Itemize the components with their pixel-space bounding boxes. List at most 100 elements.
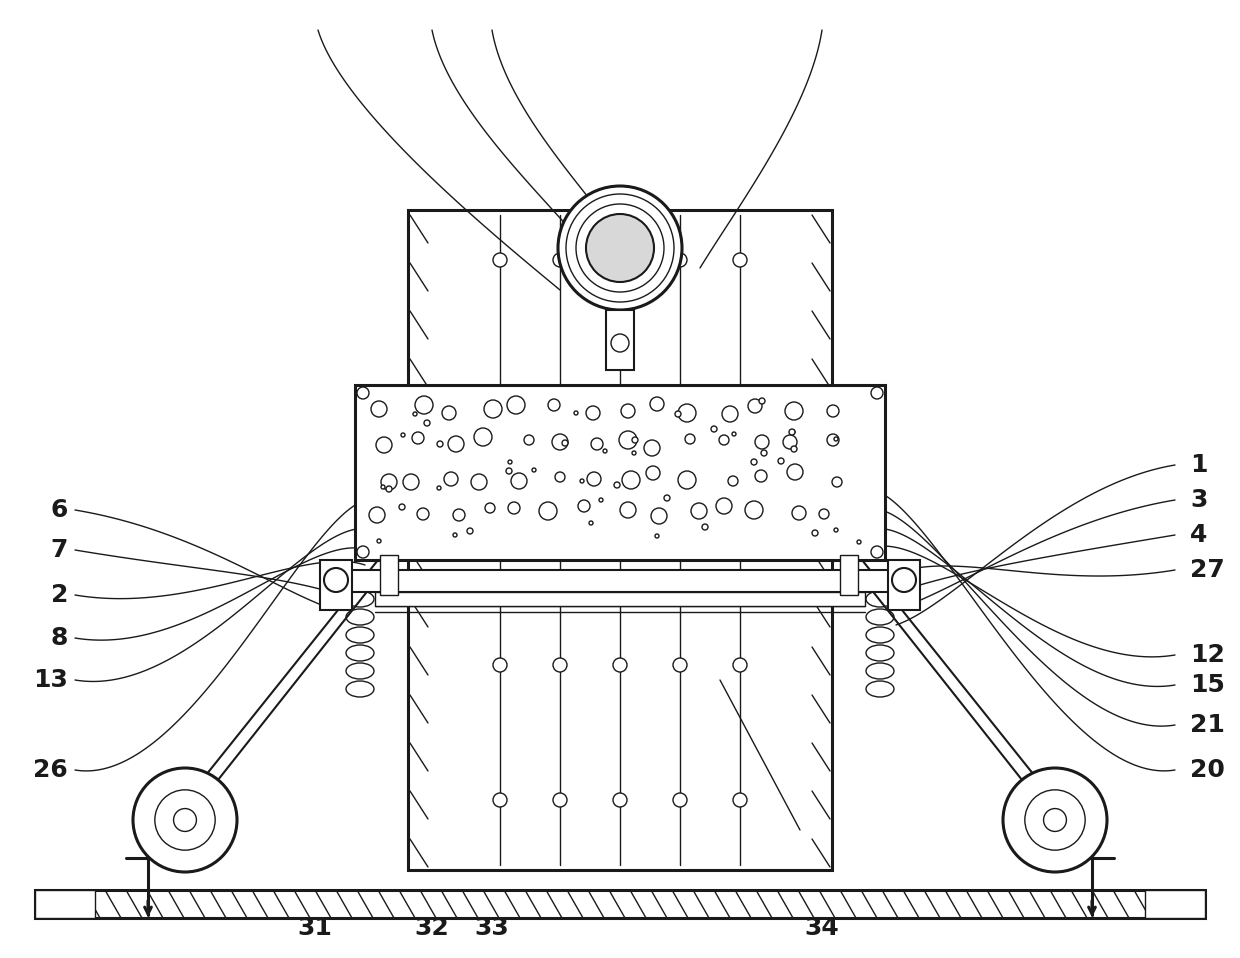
Text: 21: 21 bbox=[1190, 713, 1225, 737]
Circle shape bbox=[1003, 768, 1107, 872]
Circle shape bbox=[619, 431, 637, 449]
Circle shape bbox=[655, 534, 658, 538]
Bar bbox=[35, 890, 95, 918]
Circle shape bbox=[133, 768, 237, 872]
Circle shape bbox=[827, 434, 839, 446]
Bar bbox=[320, 560, 352, 610]
Circle shape bbox=[613, 253, 627, 267]
Text: 1: 1 bbox=[1190, 453, 1208, 477]
Circle shape bbox=[417, 508, 429, 520]
Circle shape bbox=[401, 433, 405, 437]
Circle shape bbox=[832, 477, 842, 487]
Circle shape bbox=[733, 658, 746, 672]
Circle shape bbox=[857, 540, 861, 544]
Circle shape bbox=[719, 435, 729, 445]
Circle shape bbox=[552, 434, 568, 450]
Circle shape bbox=[553, 793, 567, 807]
Circle shape bbox=[827, 405, 839, 417]
Bar bbox=[355, 385, 885, 560]
Circle shape bbox=[792, 506, 806, 520]
Circle shape bbox=[415, 396, 433, 414]
Circle shape bbox=[436, 441, 443, 447]
Circle shape bbox=[620, 502, 636, 518]
Circle shape bbox=[357, 546, 370, 558]
Circle shape bbox=[525, 435, 534, 445]
Circle shape bbox=[722, 406, 738, 422]
Circle shape bbox=[646, 466, 660, 480]
Circle shape bbox=[755, 435, 769, 449]
Circle shape bbox=[574, 411, 578, 415]
Circle shape bbox=[745, 501, 763, 519]
Text: 6: 6 bbox=[51, 498, 68, 522]
Circle shape bbox=[441, 406, 456, 420]
Circle shape bbox=[413, 412, 417, 416]
Text: 8: 8 bbox=[51, 626, 68, 650]
Circle shape bbox=[691, 503, 707, 519]
Circle shape bbox=[539, 502, 557, 520]
Text: 7: 7 bbox=[51, 538, 68, 562]
Circle shape bbox=[453, 533, 458, 537]
Circle shape bbox=[761, 450, 768, 456]
Circle shape bbox=[511, 473, 527, 489]
Circle shape bbox=[448, 436, 464, 452]
Circle shape bbox=[733, 793, 746, 807]
Circle shape bbox=[485, 503, 495, 513]
Circle shape bbox=[818, 509, 830, 519]
Circle shape bbox=[791, 430, 795, 434]
Circle shape bbox=[508, 460, 512, 464]
Circle shape bbox=[715, 498, 732, 514]
Circle shape bbox=[484, 400, 502, 418]
Circle shape bbox=[577, 204, 663, 292]
Circle shape bbox=[673, 253, 687, 267]
Circle shape bbox=[613, 793, 627, 807]
Circle shape bbox=[684, 434, 694, 444]
Circle shape bbox=[621, 404, 635, 418]
Circle shape bbox=[613, 523, 627, 537]
Circle shape bbox=[507, 396, 525, 414]
Text: 31: 31 bbox=[298, 916, 332, 940]
Circle shape bbox=[673, 658, 687, 672]
Circle shape bbox=[613, 388, 627, 402]
Circle shape bbox=[357, 387, 370, 399]
Circle shape bbox=[892, 568, 916, 592]
Circle shape bbox=[578, 500, 590, 512]
Circle shape bbox=[1024, 789, 1085, 850]
Circle shape bbox=[870, 546, 883, 558]
Text: 3: 3 bbox=[1190, 488, 1208, 512]
Text: 26: 26 bbox=[33, 758, 68, 782]
Circle shape bbox=[508, 502, 520, 514]
Text: 13: 13 bbox=[33, 668, 68, 692]
Text: 27: 27 bbox=[1190, 558, 1225, 582]
Text: 34: 34 bbox=[805, 916, 839, 940]
Circle shape bbox=[444, 472, 458, 486]
Circle shape bbox=[751, 459, 756, 465]
Circle shape bbox=[755, 470, 768, 482]
Bar bbox=[408, 210, 832, 870]
Circle shape bbox=[553, 523, 567, 537]
Circle shape bbox=[399, 504, 405, 510]
Text: 4: 4 bbox=[1190, 523, 1208, 547]
Circle shape bbox=[673, 388, 687, 402]
Bar bbox=[839, 555, 858, 595]
Circle shape bbox=[777, 458, 784, 464]
Circle shape bbox=[673, 793, 687, 807]
Circle shape bbox=[728, 476, 738, 486]
Circle shape bbox=[371, 401, 387, 417]
Circle shape bbox=[759, 398, 765, 404]
Circle shape bbox=[785, 402, 804, 420]
Circle shape bbox=[599, 498, 603, 502]
Circle shape bbox=[673, 523, 687, 537]
Circle shape bbox=[474, 428, 492, 446]
Circle shape bbox=[494, 388, 507, 402]
Circle shape bbox=[782, 435, 797, 449]
Circle shape bbox=[558, 186, 682, 310]
Circle shape bbox=[789, 429, 795, 435]
Circle shape bbox=[812, 530, 818, 536]
Circle shape bbox=[603, 449, 608, 453]
Circle shape bbox=[324, 568, 348, 592]
Circle shape bbox=[870, 387, 883, 399]
Text: 15: 15 bbox=[1190, 673, 1225, 697]
Circle shape bbox=[494, 658, 507, 672]
Circle shape bbox=[632, 451, 636, 455]
Circle shape bbox=[650, 397, 663, 411]
